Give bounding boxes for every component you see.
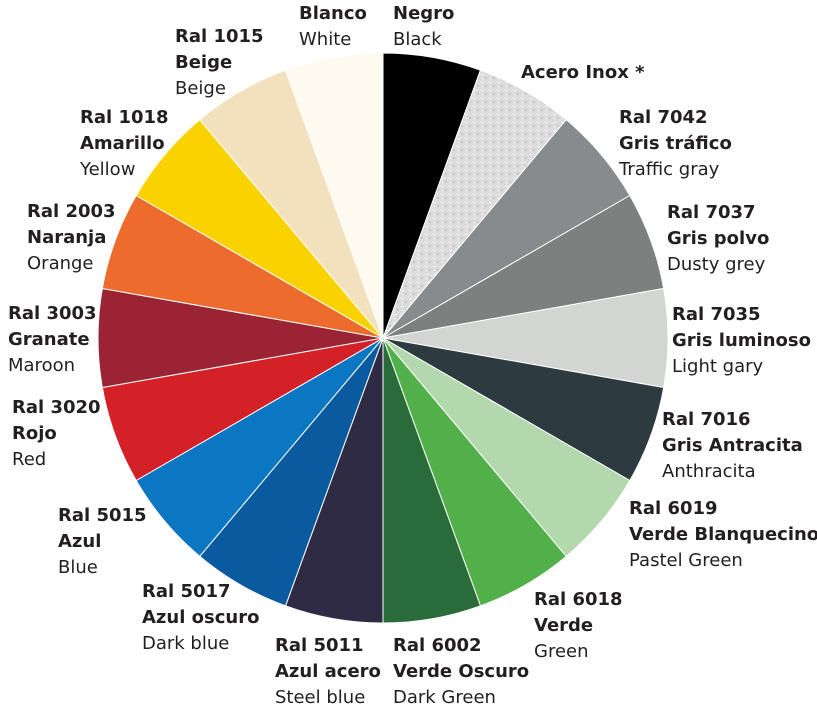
label-name: Gris Antracita [662,435,803,456]
label-name: Acero Inox * [521,62,645,83]
label-english: Green [534,641,589,662]
label-code: Ral 6002 [393,635,482,656]
label-english: Pastel Green [629,550,743,571]
label-name: Gris polvo [667,228,769,249]
label-code: Ral 7042 [619,107,708,128]
label-code: Ral 6018 [534,589,623,610]
label-name: Verde [534,615,593,636]
label-code: Ral 2003 [27,201,116,222]
label-code: Ral 1018 [80,107,169,128]
label-name: Gris luminoso [672,330,811,351]
label-name: Verde Oscuro [393,661,529,682]
label-name: Rojo [12,423,57,444]
label-code: Ral 1015 [175,26,264,47]
label-code: Ral 6019 [629,498,718,519]
label-name: Azul acero [275,661,381,682]
label-english: Red [12,449,46,470]
label-english: Black [393,29,442,50]
label-english: Dusty grey [667,254,766,275]
label-english: Beige [175,78,226,99]
label-name: Negro [393,3,454,24]
label-name: Gris tráfico [619,133,732,154]
label-name: Azul [58,531,101,552]
label-name: Verde Blanquecino [629,524,817,545]
label-english: Dark blue [142,633,229,654]
label-name: Amarillo [80,133,165,154]
label-name: Naranja [27,227,106,248]
slice [284,52,384,339]
label-english: Steel blue [275,687,365,708]
label-code: Ral 5011 [275,635,364,656]
label-name: Blanco [299,3,367,24]
label-code: Ral 3003 [8,303,97,324]
label-english: Yellow [79,159,135,180]
label-english: Light gary [672,356,763,377]
label-english: Orange [27,253,94,274]
label-code: Ral 7037 [667,202,756,223]
label-code: Ral 3020 [12,397,101,418]
label-code: Ral 5017 [142,581,231,602]
label-english: Dark Green [393,687,496,708]
label-code: Ral 7035 [672,304,761,325]
label-name: Granate [8,329,90,350]
label-english: Maroon [8,355,75,376]
label-english: Blue [58,557,98,578]
label-code: Ral 7016 [662,409,751,430]
label-name: Azul oscuro [142,607,259,628]
label-code: Ral 5015 [58,505,147,526]
label-english: Anthracita [662,461,756,482]
label-name: Beige [175,52,232,73]
label-english: White [299,29,351,50]
label-english: Traffic gray [618,159,720,180]
